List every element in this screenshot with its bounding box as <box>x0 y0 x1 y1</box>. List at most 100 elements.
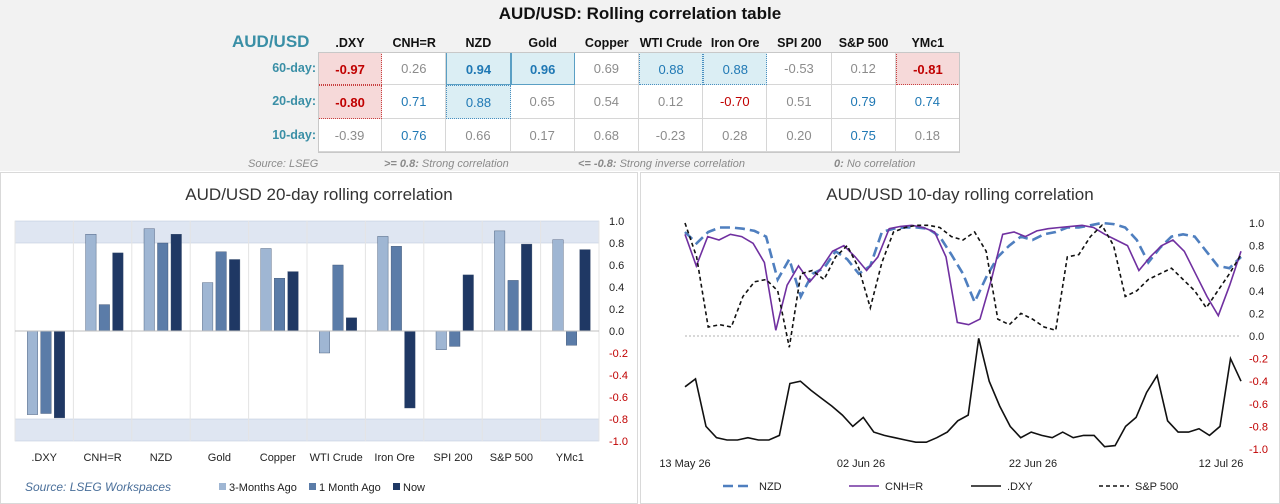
table-cell: 0.12 <box>831 52 896 86</box>
y-tick-label: 0.4 <box>1249 286 1264 298</box>
y-tick-label: -1.0 <box>1249 444 1268 456</box>
y-tick-label: -0.8 <box>1249 421 1268 433</box>
x-tick-label: CNH=R <box>83 452 121 464</box>
x-tick-label: Iron Ore <box>374 452 414 464</box>
table-cell: 0.94 <box>446 52 511 86</box>
table-cell: 0.71 <box>382 85 447 119</box>
table-cell: -0.23 <box>639 118 704 152</box>
legend-label: .DXY <box>1007 481 1033 493</box>
y-tick-label: 0.2 <box>1249 308 1264 320</box>
line-chart-title: AUD/USD 10-day rolling correlation <box>826 185 1094 204</box>
table-cell: -0.81 <box>895 52 960 86</box>
table-cell: 0.75 <box>831 118 896 152</box>
legend-label: Now <box>403 482 425 494</box>
series-line <box>684 338 1242 448</box>
table-row-header: 10-day: <box>272 127 316 142</box>
bar-chart-panel: AUD/USD 20-day rolling correlation 1.0 0.… <box>0 172 638 504</box>
bar <box>346 317 357 332</box>
table-col-header: CNH=R <box>392 36 436 50</box>
legend-swatch <box>393 483 400 490</box>
table-col-header: NZD <box>465 36 492 50</box>
bar <box>229 259 241 332</box>
table-cell: 0.17 <box>510 118 575 152</box>
y-tick-label: 0.8 <box>609 238 624 250</box>
chart-source: Source: LSEG Workspaces <box>25 480 171 494</box>
table-cell: 0.96 <box>510 52 575 86</box>
bar <box>521 243 533 332</box>
bar <box>332 264 344 332</box>
bar <box>566 330 577 346</box>
bar <box>462 274 474 332</box>
table-cell: 0.18 <box>895 118 960 152</box>
bar <box>54 330 65 419</box>
x-tick-label: 12 Jul 26 <box>1199 458 1244 470</box>
y-tick-label: -0.8 <box>609 414 628 426</box>
table-col-header: Copper <box>584 36 629 50</box>
legend-inverse: <= -0.8: Strong inverse correlation <box>578 158 745 170</box>
bar <box>40 330 52 414</box>
table-title: AUD/USD: Rolling correlation table <box>498 4 782 23</box>
table-source: Source: LSEG <box>248 158 319 170</box>
table-cell: 0.51 <box>767 85 832 119</box>
y-tick-label: 0.4 <box>609 282 624 294</box>
bar <box>449 330 461 347</box>
legend-swatch <box>309 483 316 490</box>
y-tick-label: -0.4 <box>609 370 628 382</box>
y-tick-label: -0.2 <box>609 348 628 360</box>
bar <box>85 234 97 332</box>
legend-label: CNH=R <box>885 481 923 493</box>
table-col-header: S&P 500 <box>838 36 889 50</box>
bar <box>157 242 169 332</box>
bar <box>98 304 110 332</box>
line-chart-panel: AUD/USD 10-day rolling correlation 1.0 0.… <box>640 172 1280 504</box>
table-cell: 0.20 <box>767 118 832 152</box>
bar <box>170 234 182 332</box>
legend-label: S&P 500 <box>1135 481 1178 493</box>
table-col-header: WTI Crude <box>639 36 703 50</box>
table-cell: 0.88 <box>446 85 511 119</box>
table-cell: 0.88 <box>703 52 768 86</box>
y-tick-label: 0.0 <box>1249 331 1264 343</box>
bar <box>390 246 402 332</box>
legend-inverse-text: Strong inverse correlation <box>619 158 745 170</box>
x-tick-label: 22 Jun 26 <box>1009 458 1057 470</box>
legend-none-text: No correlation <box>846 158 916 170</box>
legend-none-key: 0: <box>834 158 844 170</box>
table-cell: -0.53 <box>767 52 832 86</box>
x-tick-label: Gold <box>208 452 231 464</box>
bar <box>435 330 447 350</box>
x-tick-label: YMc1 <box>556 452 584 464</box>
legend-strong-text: Strong correlation <box>421 158 509 170</box>
legend-swatch <box>219 483 226 490</box>
x-tick-label: WTI Crude <box>310 452 363 464</box>
bar-chart: 1.0 0.8 0.6 0.4 0.2 0.0 -0.2 -0.4 -0.6 -0.8 -1.0 .D… <box>14 216 628 494</box>
table-col-header: .DXY <box>335 36 365 50</box>
table-cell: 0.68 <box>574 118 639 152</box>
legend-label: 3-Months Ago <box>229 482 297 494</box>
x-tick-label: NZD <box>150 452 173 464</box>
bar-chart-title: AUD/USD 20-day rolling correlation <box>185 185 453 204</box>
bar <box>377 236 389 332</box>
legend-strong: >= 0.8: Strong correlation <box>384 158 509 170</box>
x-tick-label: 13 May 26 <box>659 458 710 470</box>
table-cell: -0.70 <box>703 85 768 119</box>
table-cell: -0.97 <box>318 52 383 86</box>
bar <box>112 252 124 332</box>
table-cell: 0.28 <box>703 118 768 152</box>
series-line <box>684 224 1242 331</box>
bar <box>404 330 416 409</box>
bar <box>319 330 330 354</box>
legend-none: 0: No correlation <box>834 158 915 170</box>
y-tick-label: -0.6 <box>609 392 628 404</box>
y-tick-label: 0.8 <box>1249 241 1264 253</box>
table-cell: 0.65 <box>510 85 575 119</box>
y-tick-label: 0.6 <box>609 260 624 272</box>
x-tick-label: Copper <box>260 452 296 464</box>
table-col-header: Gold <box>528 36 557 50</box>
table-cell: -0.39 <box>318 118 383 152</box>
legend-label: NZD <box>759 481 782 493</box>
pair-label: AUD/USD <box>232 32 310 51</box>
series-line <box>684 222 1242 348</box>
x-tick-label: SPI 200 <box>433 452 472 464</box>
bar <box>260 248 272 332</box>
